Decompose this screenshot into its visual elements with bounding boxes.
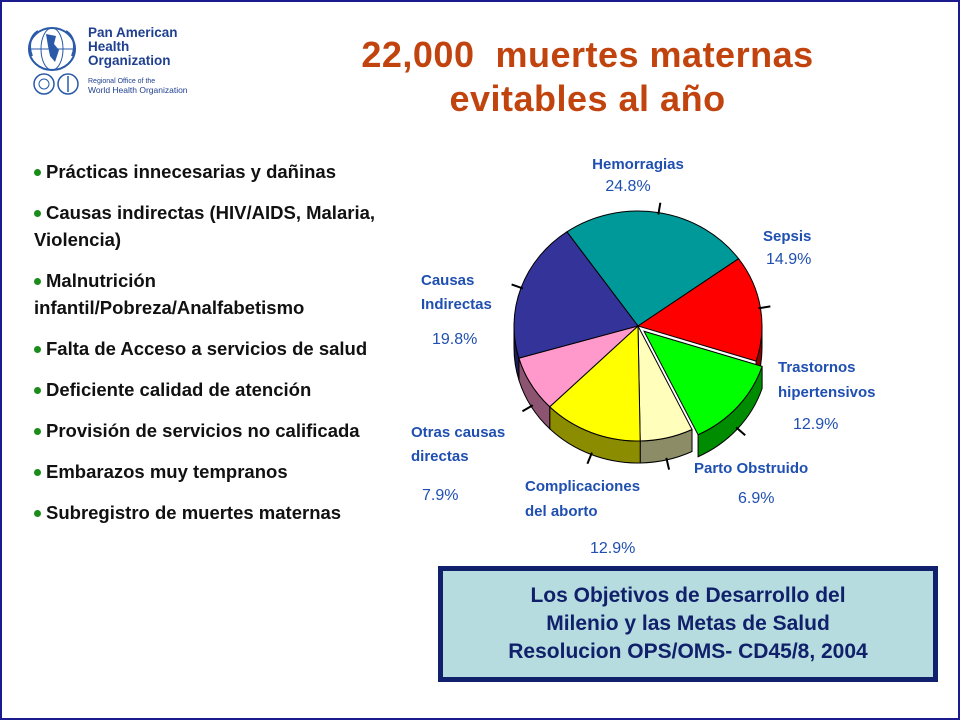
bullet-item: Malnutrición infantil/Pobreza/Analfabeti… bbox=[34, 270, 305, 318]
bullet-dot-icon bbox=[34, 346, 41, 353]
bullet-dot-icon bbox=[34, 278, 41, 285]
value-parto-obstruido: 6.9% bbox=[738, 490, 774, 507]
pie-leader-hemorragias bbox=[657, 202, 662, 215]
label-otras-line1: Otras causas bbox=[411, 424, 505, 441]
paho-logo: Pan American Health Organization Regiona… bbox=[26, 22, 206, 102]
pie-leader-trastornos-hipertensivos bbox=[735, 426, 746, 436]
pie-slice-trastornos-hipertensivos bbox=[643, 330, 763, 436]
value-hemorragias: 24.8% bbox=[605, 178, 650, 195]
label-aborto-line2: del aborto bbox=[525, 503, 598, 520]
label-trastornos-line1: Trastornos bbox=[778, 359, 856, 376]
label-sepsis: Sepsis bbox=[763, 228, 811, 245]
callout-line-3: Resolucion OPS/OMS- CD45/8, 2004 bbox=[508, 640, 868, 663]
logo-sub-2: World Health Organization bbox=[88, 85, 188, 95]
title-line-1: 22,000 muertes maternas bbox=[361, 34, 814, 75]
logo-line-3: Organization bbox=[88, 53, 171, 68]
globe-emblem-icon bbox=[28, 27, 76, 71]
bullet-item: Prácticas innecesarias y dañinas bbox=[34, 158, 392, 185]
title-line-2: evitables al año bbox=[449, 78, 726, 119]
logo-sub-1: Regional Office of the bbox=[88, 78, 156, 85]
cause-bullet-list: Prácticas innecesarias y dañinas Causas … bbox=[34, 158, 392, 540]
label-hemorragias: Hemorragias bbox=[592, 156, 684, 173]
bullet-dot-icon bbox=[34, 428, 41, 435]
pie-leader-parto-obstruido bbox=[665, 457, 671, 470]
bullet-item: Causas indirectas (HIV/AIDS, Malaria, Vi… bbox=[34, 202, 376, 250]
logo-line-1: Pan American bbox=[88, 25, 178, 40]
pie-leader-complicaciones-del-aborto bbox=[586, 452, 593, 465]
label-indirectas-line1: Causas bbox=[421, 272, 474, 289]
value-indirectas: 19.8% bbox=[432, 331, 477, 348]
bullet-item: Embarazos muy tempranos bbox=[34, 458, 392, 485]
pie-leader-otras-causas-directas bbox=[521, 404, 534, 413]
bullet-dot-icon bbox=[34, 469, 41, 476]
callout-line-1: Los Objetivos de Desarrollo del bbox=[530, 584, 846, 607]
callout-line-2: Milenio y las Metas de Salud bbox=[546, 612, 830, 635]
pie-leader-causas-indirectas bbox=[511, 283, 524, 290]
bullet-item: Subregistro de muertes maternas bbox=[34, 499, 392, 526]
label-aborto-line1: Complicaciones bbox=[525, 478, 640, 495]
logo-line-2: Health bbox=[88, 39, 130, 54]
bullet-dot-icon bbox=[34, 510, 41, 517]
value-trastornos: 12.9% bbox=[793, 416, 838, 433]
value-aborto: 12.9% bbox=[590, 540, 635, 557]
value-otras: 7.9% bbox=[422, 487, 458, 504]
who-emblems-icon bbox=[33, 73, 79, 95]
slide-title: 22,000 muertes maternas evitables al año bbox=[215, 33, 960, 121]
label-trastornos-line2: hipertensivos bbox=[778, 384, 876, 401]
bullet-dot-icon bbox=[34, 387, 41, 394]
label-parto-obstruido: Parto Obstruido bbox=[694, 460, 808, 477]
label-otras-line2: directas bbox=[411, 448, 469, 465]
bullet-item: Deficiente calidad de atención bbox=[34, 376, 392, 403]
mdg-callout-box: Los Objetivos de Desarrollo del Milenio … bbox=[438, 566, 938, 682]
bullet-item: Falta de Acceso a servicios de salud bbox=[34, 335, 392, 362]
value-sepsis: 14.9% bbox=[766, 251, 811, 268]
bullet-item: Provisión de servicios no calificada bbox=[34, 417, 392, 444]
pie-slice-complicaciones-del-aborto bbox=[549, 324, 641, 442]
label-indirectas-line2: Indirectas bbox=[421, 296, 492, 313]
pie-leader-sepsis bbox=[758, 305, 771, 310]
bullet-dot-icon bbox=[34, 210, 41, 217]
bullet-dot-icon bbox=[34, 169, 41, 176]
